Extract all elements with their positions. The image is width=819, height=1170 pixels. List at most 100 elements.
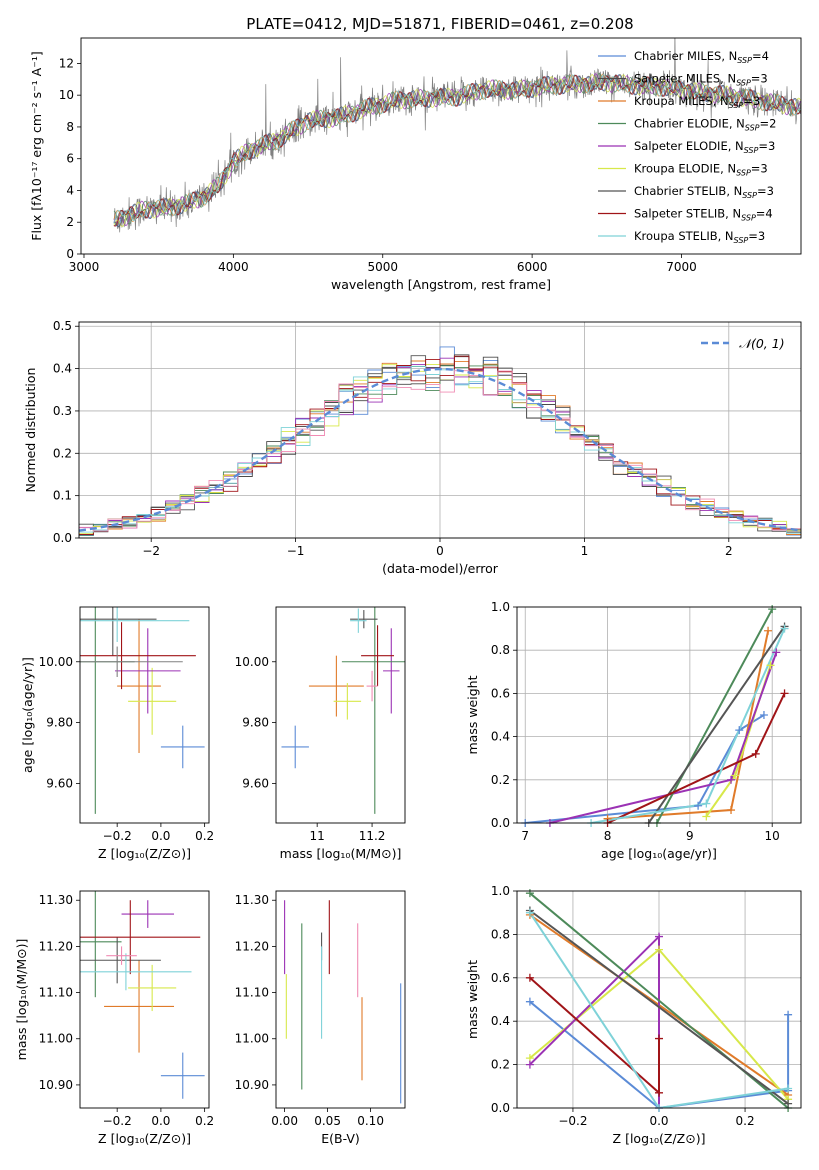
y-tick-label: 11.20 [39,939,73,953]
y-tick-label: 0.8 [491,643,510,657]
legend-model-name: Kroupa STELIB, N [634,229,734,243]
legend-subscript: SSP [734,236,749,245]
y-tick-label: 1.0 [491,600,510,614]
y-tick-label: 0.4 [53,362,72,376]
axes-mass-weight-vs-age: 7 8 9 10 0.0 0.2 0.4 0.6 0.8 1.0 age [log₁₀(age/yr… [465,600,802,861]
legend-entry: Kroupa STELIB, NSSP=3 [634,229,765,245]
axes-mass-vs-ebv: 0.00 0.05 0.10 10.90 11.00 11.10 11.20 11.30 E(B… [235,890,406,1146]
mass-weight-marker [727,806,736,815]
y-tick-label: 0.4 [491,730,510,744]
plot-area-age-vs-z [80,607,205,814]
legend-subscript: SSP [736,169,751,178]
plot-area-mass-vs-ebv [284,900,402,1104]
x-tick-label: 0.10 [357,1114,384,1128]
mass-weight-marker [525,1060,534,1069]
y-tick-label: 0.2 [491,773,510,787]
model-spectrum [113,74,801,227]
legend-nssp: =3 [758,139,775,153]
y-axis-label: mass [log₁₀(M/M⊙)] [14,939,29,1061]
legend-subscript: SSP [741,214,756,223]
x-tick-label: 0 [436,544,444,558]
x-tick-label: −2 [142,544,160,558]
x-tick-label: 2 [725,544,733,558]
y-tick-label: 10.00 [39,655,73,669]
x-tick-label: 3000 [69,260,100,274]
y-tick-label: 11.30 [39,893,73,907]
legend-entry: Kroupa MILES, NSSP=3 [634,94,760,110]
y-tick-label: 9.60 [46,776,73,790]
axes-mass-vs-z: −0.2 0.0 0.2 10.90 11.00 11.10 11.20 11.30 Z [lo… [14,890,214,1146]
mass-weight-marker [764,626,773,635]
legend-subscript: SSP [742,191,757,200]
mass-weight-marker [525,908,534,917]
mass-weight-marker [525,889,534,898]
y-tick-label: 0.6 [491,686,510,700]
legend-model-name: Chabrier STELIB, N [634,184,742,198]
mass-weight-marker [702,812,711,821]
legend-entry: 𝒩(0, 1) [739,336,785,351]
model-spectrum [113,74,801,223]
x-axis-label: (data-model)/error [382,561,499,576]
axes-frame [516,606,802,824]
mass-weight-marker [655,1088,663,1097]
x-tick-label: 1 [581,544,589,558]
axes-frame [79,890,210,1109]
axes-mass-weight-vs-z: −0.2 0.0 0.2 0.0 0.2 0.4 0.6 0.8 1.0 Z [log₁₀(Z/Z… [465,884,802,1146]
x-tick-label: 0.2 [195,1114,214,1128]
x-axis-label: wavelength [Angstrom, rest frame] [331,277,551,292]
y-tick-label: 0 [66,247,74,261]
x-tick-label: 9 [686,829,694,843]
mass-weight-marker [655,1034,663,1043]
x-tick-label: 0.05 [314,1114,341,1128]
legend-entry: Chabrier STELIB, NSSP=3 [634,184,774,200]
mass-weight-marker [772,648,781,657]
mass-weight-marker [759,711,768,719]
plot-area-spectrum [113,38,801,233]
y-axis-label: Normed distribution [23,368,38,493]
model-spectrum [113,73,801,227]
mass-weight-marker [655,932,663,941]
mass-weight-line [529,977,660,1096]
y-tick-label: 0.4 [491,1014,510,1028]
x-tick-label: 11.2 [359,829,386,843]
legend-model-name: Salpeter STELIB, N [634,207,741,221]
legend-subscript: SSP [729,101,744,110]
mass-weight-marker [780,624,789,633]
y-tick-label: 0.1 [53,489,72,503]
normal-reference-curve [79,367,801,532]
x-tick-label: −0.2 [103,1114,132,1128]
plot-area-mass-weight-vs-age [525,608,786,823]
mass-weight-marker [735,726,744,735]
legend-model-name: Kroupa MILES, N [634,94,729,108]
x-tick-label: 0.00 [271,1114,298,1128]
mass-weight-line [529,934,660,1108]
x-tick-label: 8 [604,829,612,843]
y-axis-label: mass weight [465,960,480,1039]
y-tick-label: 0.0 [491,1101,510,1115]
x-axis-label: mass [log₁₀(M/M⊙)] [280,846,402,861]
legend-nssp: =3 [743,94,760,108]
mass-weight-marker [655,945,663,954]
x-tick-label: −1 [287,544,305,558]
x-axis-label: Z [log₁₀(Z/Z⊙)] [98,846,191,861]
legend-entry: Salpeter STELIB, NSSP=4 [634,207,773,223]
x-tick-label: 0.2 [736,1114,755,1128]
y-tick-label: 0.6 [491,971,510,985]
plot-area-age-vs-mass [281,607,405,814]
axes-age-vs-z: −0.2 0.0 0.2 9.60 9.80 10.00 Z [log₁₀(Z/Z⊙)] ag… [20,606,214,861]
x-tick-label: 0.2 [195,829,214,843]
mass-weight-line [529,909,789,1105]
y-axis-label: mass weight [465,675,480,754]
legend-nssp: =2 [760,117,777,131]
y-tick-label: 10.90 [235,1078,269,1092]
mass-weight-marker [702,799,711,808]
mass-weight-marker [768,605,777,614]
mass-weight-marker [751,749,760,758]
y-tick-label: 10.00 [235,655,269,669]
legend-subscript: SSP [744,146,759,155]
legend-subscript: SSP [745,124,760,133]
y-tick-label: 11.20 [235,939,269,953]
y-tick-label: 8 [66,120,74,134]
legend-subscript: SSP [737,56,752,65]
legend-residuals: 𝒩(0, 1) [701,336,785,351]
